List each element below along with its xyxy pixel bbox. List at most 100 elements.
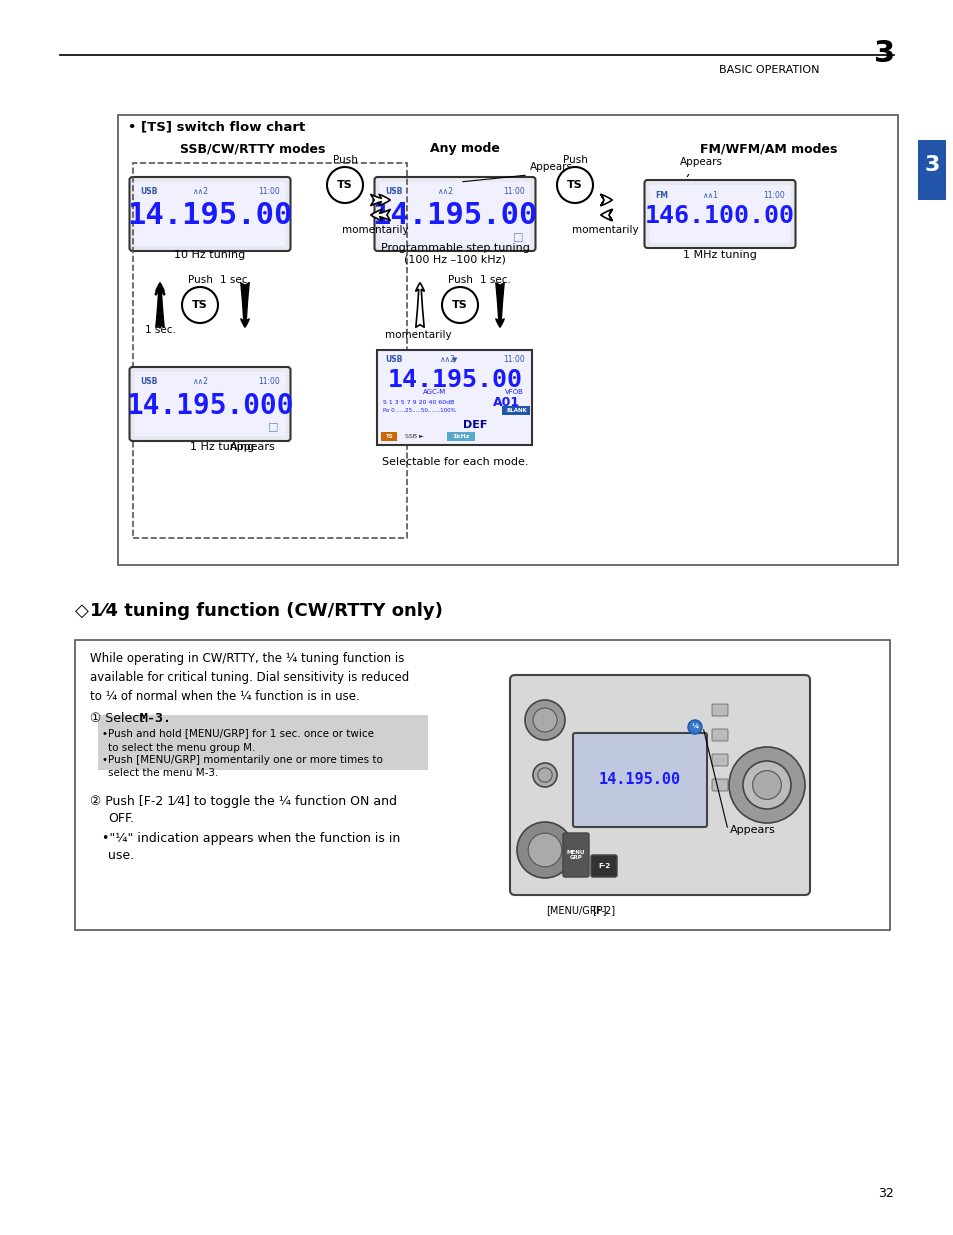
Text: TS: TS xyxy=(452,300,467,310)
Text: Selectable for each mode.: Selectable for each mode. xyxy=(381,457,528,467)
Text: [MENU/GRP]: [MENU/GRP] xyxy=(545,905,605,915)
Text: ∧∧2: ∧∧2 xyxy=(192,378,208,387)
Text: □: □ xyxy=(513,231,523,241)
Circle shape xyxy=(327,167,363,203)
Text: AGC-M: AGC-M xyxy=(423,389,446,395)
FancyBboxPatch shape xyxy=(917,140,945,200)
Text: MENU
GRP: MENU GRP xyxy=(566,850,584,861)
Text: •"¼" indication appears when the function is in: •"¼" indication appears when the functio… xyxy=(102,832,400,845)
Text: ▼: ▼ xyxy=(452,357,457,363)
FancyBboxPatch shape xyxy=(711,704,727,716)
Text: Any mode: Any mode xyxy=(430,142,499,156)
Text: OFF.: OFF. xyxy=(108,811,134,825)
Text: 1 MHz tuning: 1 MHz tuning xyxy=(682,249,756,261)
Text: Appears: Appears xyxy=(230,442,275,452)
FancyBboxPatch shape xyxy=(711,755,727,766)
Text: 11:00: 11:00 xyxy=(762,190,783,200)
FancyBboxPatch shape xyxy=(98,715,428,769)
Text: Appears: Appears xyxy=(530,162,573,172)
Text: 14.195.00: 14.195.00 xyxy=(127,201,293,231)
Text: to select the menu group M.: to select the menu group M. xyxy=(108,743,255,753)
Text: 14.195.00: 14.195.00 xyxy=(387,368,522,391)
FancyBboxPatch shape xyxy=(502,406,530,415)
FancyBboxPatch shape xyxy=(75,640,889,930)
FancyBboxPatch shape xyxy=(118,115,897,564)
Text: •Push [MENU/GRP] momentarily one or more times to: •Push [MENU/GRP] momentarily one or more… xyxy=(102,755,382,764)
Text: momentarily: momentarily xyxy=(385,330,451,340)
Text: momentarily: momentarily xyxy=(571,225,638,235)
Text: USB: USB xyxy=(385,356,402,364)
Text: Push: Push xyxy=(447,275,472,285)
Circle shape xyxy=(524,700,564,740)
Text: Push: Push xyxy=(333,156,357,165)
Text: 1 Hz tuning: 1 Hz tuning xyxy=(190,442,254,452)
Circle shape xyxy=(743,762,789,808)
Circle shape xyxy=(533,763,557,787)
Circle shape xyxy=(441,287,477,324)
Text: 3: 3 xyxy=(873,40,894,68)
Text: Appears: Appears xyxy=(679,157,722,167)
Text: ① Select: ① Select xyxy=(90,713,148,725)
Text: USB: USB xyxy=(385,188,402,196)
Text: ◇: ◇ xyxy=(75,601,94,620)
Text: 14.195.00: 14.195.00 xyxy=(372,201,537,231)
Text: 1 sec.: 1 sec. xyxy=(145,325,175,335)
Text: ∧∧2: ∧∧2 xyxy=(438,356,455,364)
Text: 10 Hz tuning: 10 Hz tuning xyxy=(174,249,245,261)
FancyBboxPatch shape xyxy=(644,180,795,248)
FancyBboxPatch shape xyxy=(130,177,291,251)
Text: Appears: Appears xyxy=(729,825,775,835)
Text: select the menu M-3.: select the menu M-3. xyxy=(108,768,218,778)
Text: ∧∧1: ∧∧1 xyxy=(701,190,718,200)
Text: use.: use. xyxy=(108,848,134,862)
Circle shape xyxy=(752,771,781,799)
Text: ¼: ¼ xyxy=(691,724,698,730)
Circle shape xyxy=(728,747,804,823)
Text: ∧∧2: ∧∧2 xyxy=(436,188,453,196)
Text: 3: 3 xyxy=(923,156,939,175)
Text: FM: FM xyxy=(655,190,668,200)
Circle shape xyxy=(517,823,573,878)
FancyBboxPatch shape xyxy=(447,432,475,441)
Text: □: □ xyxy=(268,421,278,431)
Text: TS: TS xyxy=(336,180,353,190)
Text: While operating in CW/RTTY, the ¼ tuning function is
available for critical tuni: While operating in CW/RTTY, the ¼ tuning… xyxy=(90,652,409,703)
Text: Push: Push xyxy=(188,275,213,285)
FancyBboxPatch shape xyxy=(377,350,532,445)
Text: S 1 3 5 7 9 20 40 60dB: S 1 3 5 7 9 20 40 60dB xyxy=(383,399,455,405)
FancyBboxPatch shape xyxy=(134,372,285,436)
Text: 14.195.00: 14.195.00 xyxy=(598,773,680,788)
Text: ∧∧2: ∧∧2 xyxy=(192,188,208,196)
Text: [F-2]: [F-2] xyxy=(592,905,615,915)
Text: 1 sec.: 1 sec. xyxy=(220,275,251,285)
Text: BLANK: BLANK xyxy=(505,409,526,414)
Text: TS: TS xyxy=(192,300,208,310)
FancyBboxPatch shape xyxy=(711,779,727,790)
Text: 11:00: 11:00 xyxy=(502,188,524,196)
FancyBboxPatch shape xyxy=(375,177,535,251)
FancyBboxPatch shape xyxy=(381,432,397,441)
FancyBboxPatch shape xyxy=(134,182,285,246)
Text: 1 sec.: 1 sec. xyxy=(479,275,511,285)
FancyBboxPatch shape xyxy=(510,676,809,895)
Text: Programmable step tuning
(100 Hz –100 kHz): Programmable step tuning (100 Hz –100 kH… xyxy=(380,243,529,266)
Text: 1kHz: 1kHz xyxy=(453,433,470,438)
Text: 11:00: 11:00 xyxy=(257,378,279,387)
Circle shape xyxy=(742,761,790,809)
Text: 146.100.00: 146.100.00 xyxy=(644,204,794,228)
Text: USB: USB xyxy=(140,188,157,196)
Circle shape xyxy=(537,768,552,782)
Text: USB: USB xyxy=(140,378,157,387)
FancyBboxPatch shape xyxy=(562,832,588,877)
Text: 1⁄4 tuning function (CW/RTTY only): 1⁄4 tuning function (CW/RTTY only) xyxy=(90,601,442,620)
Text: momentarily: momentarily xyxy=(341,225,408,235)
Text: SSB ►: SSB ► xyxy=(405,433,424,438)
FancyBboxPatch shape xyxy=(130,367,291,441)
Text: BASIC OPERATION: BASIC OPERATION xyxy=(719,65,820,75)
Text: DEF: DEF xyxy=(462,420,487,430)
Text: Po 0......25.....50.......100%: Po 0......25.....50.......100% xyxy=(383,408,456,412)
Text: M-3.: M-3. xyxy=(140,713,172,725)
Text: • [TS] switch flow chart: • [TS] switch flow chart xyxy=(128,120,305,133)
Circle shape xyxy=(182,287,218,324)
Text: Push: Push xyxy=(562,156,587,165)
